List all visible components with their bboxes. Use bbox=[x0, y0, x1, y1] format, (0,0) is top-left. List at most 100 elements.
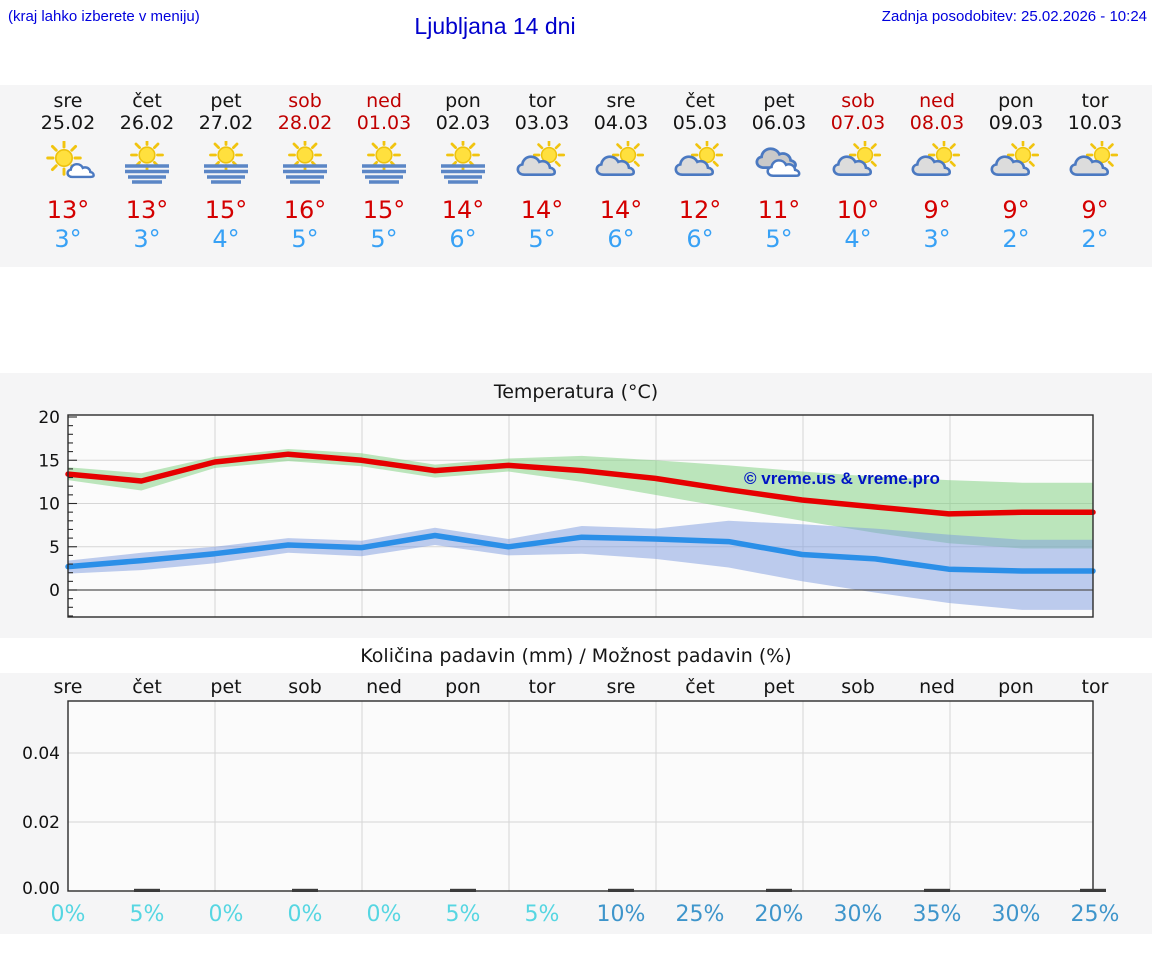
day-max-temp: 11° bbox=[757, 196, 801, 224]
day-date: 08.03 bbox=[909, 112, 965, 134]
day-date: 28.02 bbox=[277, 112, 333, 134]
cloud-sun-icon bbox=[988, 141, 1044, 185]
precip-probability-label: 25% bbox=[1070, 902, 1120, 927]
day-min-temp: 2° bbox=[1081, 225, 1109, 253]
precipitation-chart: 0.00 0.02 0.04 bbox=[22, 700, 1106, 899]
day-min-temp: 5° bbox=[291, 225, 319, 253]
temp-y-tick-label: 0 bbox=[49, 581, 60, 601]
temp-y-tick-label: 5 bbox=[49, 538, 60, 558]
day-column-08.03: ned 08.03 9° 3° bbox=[898, 85, 977, 254]
precip-probability-label: 35% bbox=[912, 902, 962, 927]
day-name: pon bbox=[445, 90, 481, 112]
day-max-temp: 9° bbox=[923, 196, 951, 224]
day-min-temp: 5° bbox=[370, 225, 398, 253]
precip-probability-label: 0% bbox=[50, 902, 86, 927]
day-max-temp: 14° bbox=[520, 196, 564, 224]
day-column-03.03: tor 03.03 14° 5° bbox=[503, 85, 582, 254]
day-date: 10.03 bbox=[1067, 112, 1123, 134]
day-date: 06.03 bbox=[751, 112, 807, 134]
day-name: čet bbox=[685, 90, 715, 112]
menu-hint: (kraj lahko izberete v meniju) bbox=[8, 8, 200, 25]
day-max-temp: 9° bbox=[1081, 196, 1109, 224]
day-date: 07.03 bbox=[830, 112, 886, 134]
day-column-09.03: pon 09.03 9° 2° bbox=[977, 85, 1056, 254]
day-name: čet bbox=[132, 90, 162, 112]
zero-precip-bar bbox=[1080, 888, 1106, 892]
precip-probability-label: 5% bbox=[129, 902, 165, 927]
precip-day-label: ned bbox=[919, 676, 955, 698]
day-max-temp: 13° bbox=[125, 196, 169, 224]
sun-fog-icon bbox=[198, 141, 254, 185]
zero-precip-bar bbox=[292, 888, 318, 892]
precipitation-chart-title: Količina padavin (mm) / Možnost padavin … bbox=[360, 645, 792, 667]
day-name: tor bbox=[1081, 90, 1109, 112]
day-name: pet bbox=[210, 90, 242, 112]
day-name: ned bbox=[919, 90, 955, 112]
day-name: sob bbox=[288, 90, 322, 112]
precip-day-label: sob bbox=[288, 676, 322, 698]
precip-y-tick-label: 0.02 bbox=[22, 813, 60, 833]
day-date: 04.03 bbox=[593, 112, 649, 134]
day-name: sob bbox=[841, 90, 875, 112]
day-max-temp: 14° bbox=[441, 196, 485, 224]
day-max-temp: 16° bbox=[283, 196, 327, 224]
day-column-28.02: sob 28.02 16° 5° bbox=[266, 85, 345, 254]
precip-probability-label: 30% bbox=[833, 902, 883, 927]
day-date: 09.03 bbox=[988, 112, 1044, 134]
sun-fog-icon bbox=[277, 141, 333, 185]
cloud-sun-icon bbox=[514, 141, 570, 185]
day-column-04.03: sre 04.03 14° 6° bbox=[582, 85, 661, 254]
day-column-25.02: sre 25.02 13° 3° bbox=[29, 85, 108, 254]
temperature-chart: 20 15 10 5 0 © vreme.us & vreme.pro bbox=[38, 408, 1096, 618]
cloud-sun-icon bbox=[909, 141, 965, 185]
day-name: sre bbox=[606, 90, 636, 112]
day-max-temp: 15° bbox=[204, 196, 248, 224]
day-min-temp: 3° bbox=[54, 225, 82, 253]
precip-probability-label: 10% bbox=[596, 902, 646, 927]
sun-fog-icon bbox=[119, 141, 175, 185]
zero-precip-bar bbox=[450, 888, 476, 892]
precip-probability-label: 25% bbox=[675, 902, 725, 927]
day-column-06.03: pet 06.03 11° 5° bbox=[740, 85, 819, 254]
precip-day-label: tor bbox=[1081, 676, 1109, 698]
day-min-temp: 4° bbox=[844, 225, 872, 253]
sun-fog-icon bbox=[435, 141, 491, 185]
sun-small-cloud-icon bbox=[40, 141, 96, 185]
day-min-temp: 6° bbox=[449, 225, 477, 253]
day-max-temp: 10° bbox=[836, 196, 880, 224]
min-temperature-range-band bbox=[68, 520, 1093, 610]
day-min-temp: 3° bbox=[923, 225, 951, 253]
precip-probability-label: 0% bbox=[287, 902, 323, 927]
day-date: 05.03 bbox=[672, 112, 728, 134]
precip-probability-label: 5% bbox=[445, 902, 481, 927]
temp-y-tick-label: 15 bbox=[38, 451, 60, 471]
max-temperature-line bbox=[65, 451, 1096, 517]
precip-day-label: pet bbox=[210, 676, 242, 698]
min-temperature-line bbox=[65, 532, 1096, 574]
precip-day-label: sre bbox=[53, 676, 83, 698]
day-min-temp: 2° bbox=[1002, 225, 1030, 253]
day-column-02.03: pon 02.03 14° 6° bbox=[424, 85, 503, 254]
zero-precip-bar bbox=[134, 888, 160, 892]
cloud-sun-icon bbox=[1067, 141, 1123, 185]
zero-precip-bar bbox=[766, 888, 792, 892]
precip-y-tick-label: 0.04 bbox=[22, 744, 60, 764]
day-max-temp: 9° bbox=[1002, 196, 1030, 224]
precip-day-label: čet bbox=[132, 676, 162, 698]
day-min-temp: 4° bbox=[212, 225, 240, 253]
page-title: Ljubljana 14 dni bbox=[414, 13, 576, 39]
cloud-sun-icon bbox=[830, 141, 886, 185]
watermark: © vreme.us & vreme.pro bbox=[744, 469, 940, 488]
precip-y-tick-label: 0.00 bbox=[22, 879, 60, 899]
precip-probability-label: 0% bbox=[208, 902, 244, 927]
day-min-temp: 5° bbox=[765, 225, 793, 253]
day-date: 25.02 bbox=[40, 112, 96, 134]
precip-probability-label: 20% bbox=[754, 902, 804, 927]
day-min-temp: 6° bbox=[686, 225, 714, 253]
day-date: 01.03 bbox=[356, 112, 412, 134]
day-column-26.02: čet 26.02 13° 3° bbox=[108, 85, 187, 254]
precip-day-label: čet bbox=[685, 676, 715, 698]
precip-day-label: pon bbox=[998, 676, 1034, 698]
day-column-27.02: pet 27.02 15° 4° bbox=[187, 85, 266, 254]
day-min-temp: 3° bbox=[133, 225, 161, 253]
